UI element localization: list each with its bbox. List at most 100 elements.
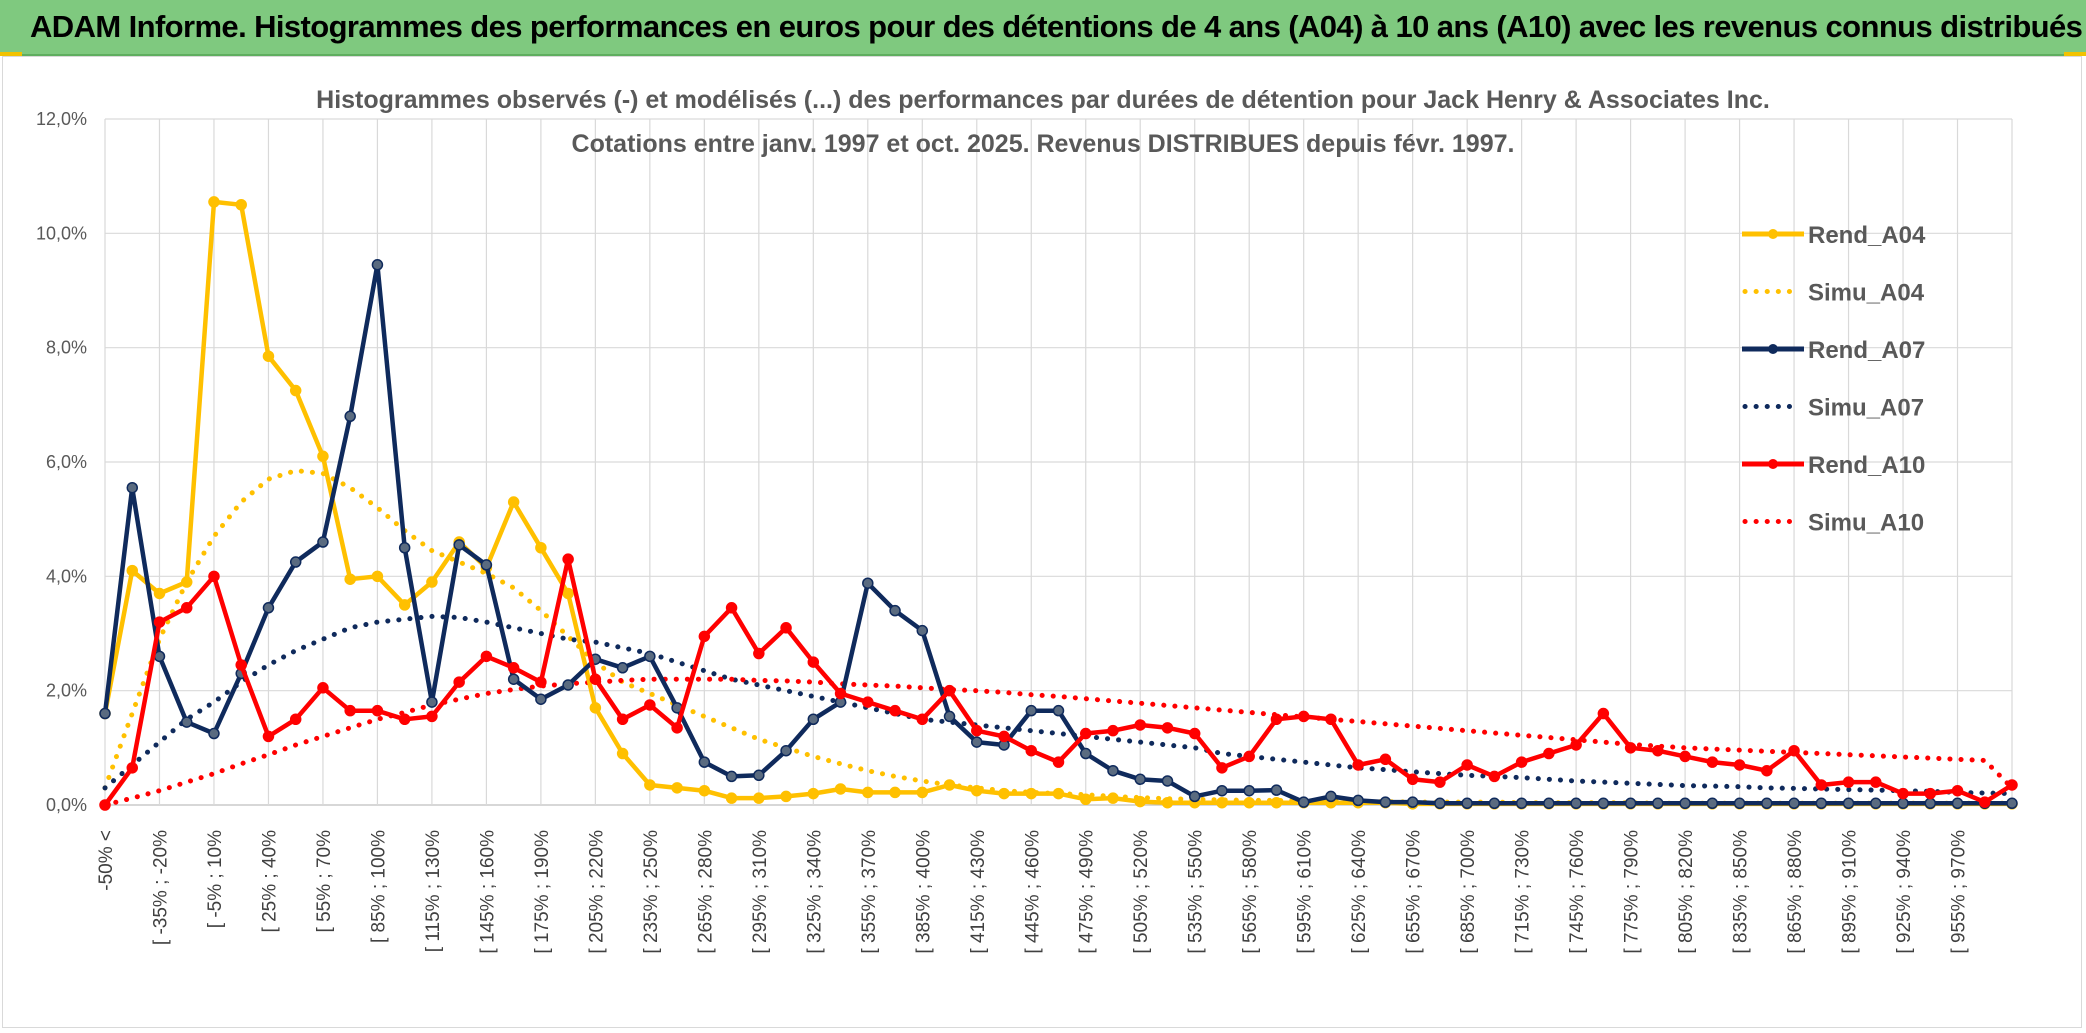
data-point bbox=[262, 602, 275, 614]
data-point bbox=[262, 350, 275, 362]
data-point bbox=[344, 573, 356, 585]
data-point bbox=[1107, 764, 1119, 777]
data-point bbox=[916, 713, 929, 725]
chart-title: Histogrammes observés (-) et modélisés (… bbox=[316, 86, 1770, 114]
series-line bbox=[102, 468, 2015, 806]
data-point bbox=[426, 576, 438, 588]
data-point bbox=[1761, 764, 1773, 777]
data-point bbox=[1188, 727, 1201, 740]
y-axis-ticks: 0,0% 2,0% 4,0% 6,0% 8,0% 10,0% 12,0% bbox=[36, 109, 87, 815]
data-point bbox=[398, 599, 411, 611]
data-point bbox=[862, 786, 874, 799]
data-point bbox=[317, 682, 329, 694]
data-point bbox=[289, 713, 302, 725]
x-tick-label: -50% < bbox=[96, 830, 117, 891]
data-point bbox=[453, 539, 465, 551]
x-tick-label: [ 715% ; 730% bbox=[1513, 830, 1534, 954]
data-point bbox=[398, 542, 411, 554]
data-point bbox=[1079, 727, 1092, 740]
legend-label: Rend_A10 bbox=[1808, 452, 1925, 479]
data-point bbox=[943, 710, 956, 723]
grid-lines bbox=[104, 118, 2013, 806]
data-point bbox=[507, 673, 520, 685]
data-point bbox=[562, 679, 574, 691]
x-tick-label: [ 265% ; 280% bbox=[695, 830, 716, 954]
legend-marker bbox=[1768, 229, 1778, 239]
data-point bbox=[644, 699, 656, 711]
data-point bbox=[943, 779, 956, 791]
data-point bbox=[344, 704, 356, 717]
data-point bbox=[753, 792, 765, 804]
data-point bbox=[1352, 759, 1364, 771]
data-point bbox=[725, 770, 738, 783]
data-point bbox=[916, 786, 929, 799]
y-tick-label: 10,0% bbox=[36, 223, 87, 243]
series-line bbox=[102, 676, 2015, 808]
data-point bbox=[1379, 796, 1392, 808]
data-point bbox=[1870, 797, 1882, 810]
y-tick-label: 6,0% bbox=[46, 452, 87, 472]
data-point bbox=[644, 650, 656, 663]
x-tick-label: [ -35% ; -20% bbox=[150, 830, 171, 945]
x-tick-label: [ 535% ; 550% bbox=[1186, 830, 1207, 954]
chart-subtitle: Cotations entre janv. 1997 et oct. 2025.… bbox=[572, 130, 1515, 158]
banner-accent-left bbox=[0, 52, 22, 56]
data-point bbox=[2006, 797, 2018, 810]
data-point bbox=[725, 792, 738, 804]
data-point bbox=[453, 676, 465, 688]
data-point bbox=[126, 762, 138, 774]
y-tick-label: 12,0% bbox=[36, 109, 87, 129]
data-point bbox=[862, 696, 874, 708]
x-tick-label: [ 55% ; 70% bbox=[314, 830, 335, 933]
x-tick-label: [ 775% ; 790% bbox=[1622, 830, 1643, 954]
data-point bbox=[1188, 790, 1201, 803]
data-point bbox=[1488, 770, 1501, 783]
data-point bbox=[507, 662, 520, 674]
x-tick-label: [ 325% ; 340% bbox=[804, 830, 825, 954]
data-point bbox=[1379, 753, 1392, 766]
data-point bbox=[1597, 707, 1610, 720]
data-point bbox=[371, 259, 384, 271]
data-point bbox=[1134, 795, 1146, 808]
x-tick-label: [ 415% ; 430% bbox=[968, 830, 989, 954]
legend: Rend_A04 Simu_A04 Rend_A07 Simu_A07 Rend_A10… bbox=[1742, 222, 1926, 537]
data-point bbox=[1434, 776, 1446, 788]
data-point bbox=[1733, 759, 1746, 771]
data-point bbox=[371, 704, 384, 717]
data-point bbox=[1788, 744, 1800, 757]
data-point bbox=[1079, 747, 1092, 760]
y-tick-label: 4,0% bbox=[46, 566, 87, 586]
data-point bbox=[1679, 797, 1691, 810]
data-point bbox=[1134, 773, 1146, 786]
x-tick-label: [ 475% ; 490% bbox=[1077, 830, 1098, 954]
data-point bbox=[1406, 796, 1419, 808]
x-tick-label: [ 655% ; 670% bbox=[1404, 830, 1425, 954]
series-simu_a04 bbox=[102, 468, 2015, 806]
data-point bbox=[1897, 797, 1909, 810]
series-simu_a07 bbox=[102, 613, 2015, 797]
data-point bbox=[889, 704, 901, 717]
data-point bbox=[1679, 750, 1691, 763]
series-line bbox=[102, 613, 2015, 797]
data-point bbox=[889, 604, 901, 617]
data-point bbox=[535, 542, 547, 554]
data-point bbox=[1052, 756, 1065, 768]
data-point bbox=[1052, 787, 1065, 800]
data-point bbox=[1243, 796, 1255, 809]
data-point bbox=[180, 602, 193, 614]
data-point bbox=[1325, 790, 1337, 803]
data-point bbox=[1788, 797, 1800, 810]
x-tick-label: [ 865% ; 880% bbox=[1785, 830, 1806, 954]
data-point bbox=[99, 707, 111, 720]
data-point bbox=[943, 684, 956, 697]
data-point bbox=[1543, 797, 1555, 810]
data-point bbox=[562, 587, 574, 600]
data-point bbox=[317, 536, 329, 548]
data-point bbox=[807, 787, 820, 800]
data-point bbox=[1842, 776, 1855, 788]
data-point bbox=[616, 662, 629, 674]
data-point bbox=[1270, 796, 1283, 809]
data-point bbox=[1025, 744, 1038, 757]
data-point bbox=[153, 587, 166, 600]
